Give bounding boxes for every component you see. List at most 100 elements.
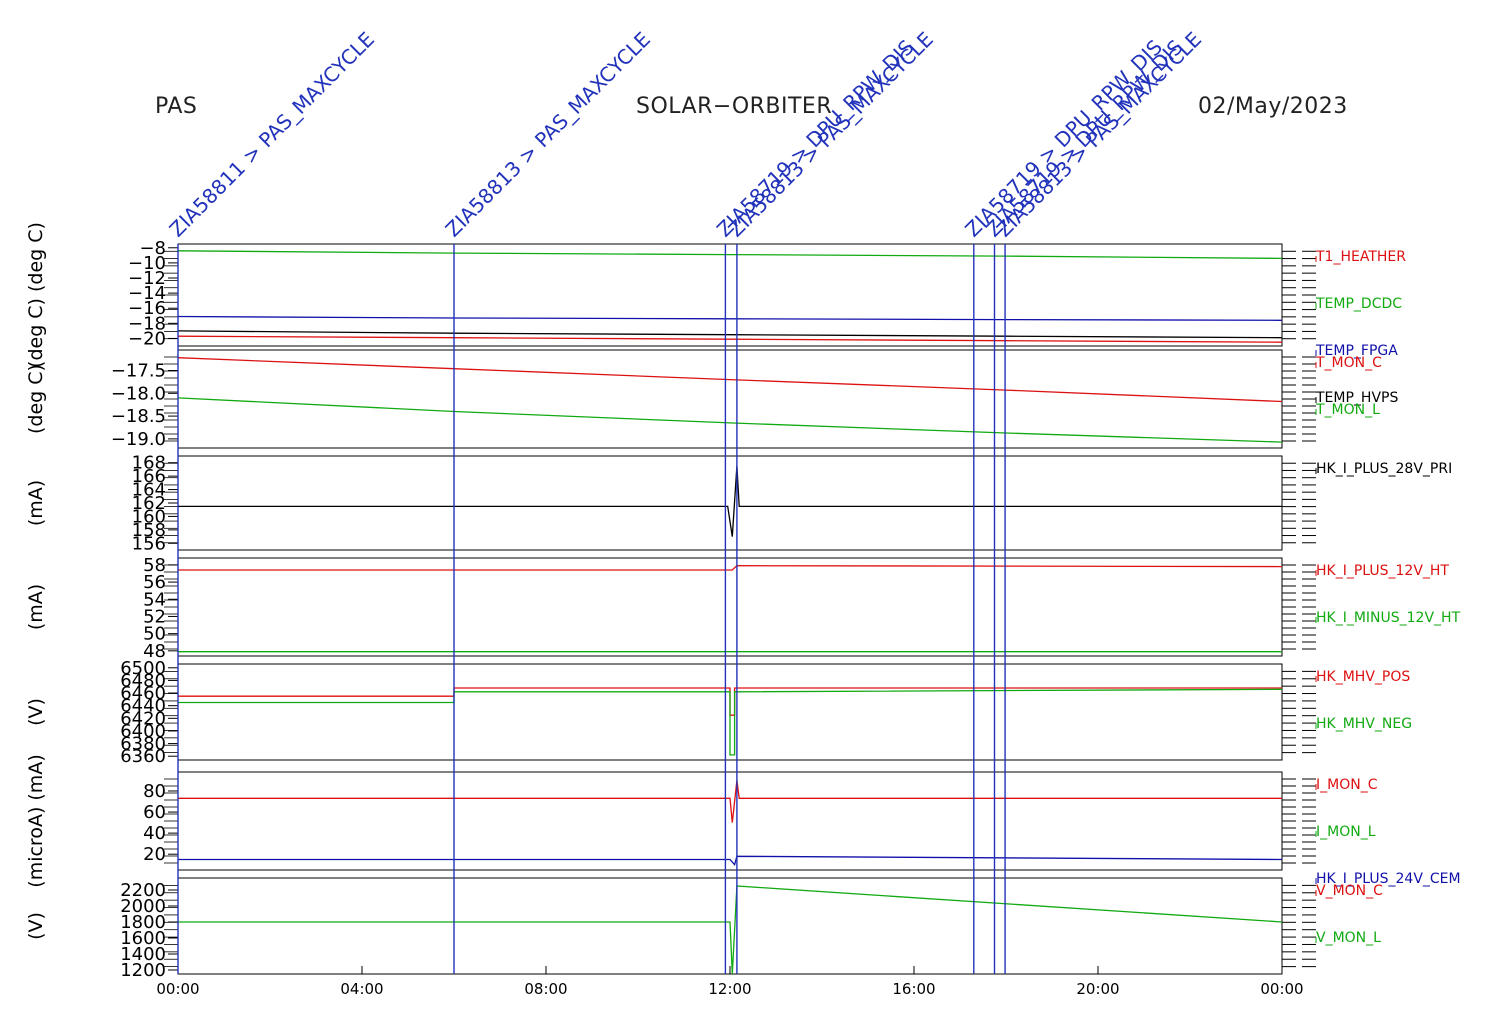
y-tick-label: 156 bbox=[132, 533, 166, 554]
panel-frame bbox=[177, 557, 1283, 657]
x-tick-label: 20:00 bbox=[1076, 980, 1119, 998]
y-tick-label: 52 bbox=[143, 606, 166, 627]
y-tick-label: 6380 bbox=[120, 734, 166, 755]
legend-label: T1_HEATHER bbox=[1315, 249, 1406, 265]
panel-2: −17.5−18.0−18.5−19.0 (deg C) T_MON_C T_MON_… bbox=[25, 349, 1382, 450]
legend-label: V_MON_C bbox=[1316, 883, 1383, 899]
x-tick-label: 16:00 bbox=[892, 980, 935, 998]
y-tick-label: 1200 bbox=[120, 960, 166, 981]
y-tick-label: 158 bbox=[132, 520, 166, 541]
y-tick-label: 6500 bbox=[120, 658, 166, 679]
legend-label: TEMP_HVPS bbox=[1315, 390, 1398, 406]
y-tick-label: 80 bbox=[143, 781, 166, 802]
y-tick-label: 164 bbox=[132, 480, 166, 501]
y-axis-label: (mA) bbox=[25, 584, 47, 630]
series-line bbox=[178, 855, 1283, 867]
y-tick-label: −19.0 bbox=[111, 429, 166, 450]
panel-frame bbox=[177, 243, 1283, 347]
command-marker-label: ZIA58719 > DPU_RPW_DIS bbox=[960, 35, 1167, 242]
panel-frame bbox=[177, 455, 1283, 551]
y-tick-label: 6360 bbox=[120, 746, 166, 767]
y-tick-label: −18.5 bbox=[111, 406, 166, 427]
y-tick-label: 50 bbox=[143, 624, 166, 645]
y-tick-label: −20 bbox=[128, 328, 166, 349]
y-tick-label: 56 bbox=[143, 572, 166, 593]
y-axis-label: (mA) bbox=[25, 480, 47, 526]
y-axis-label: (deg C) bbox=[25, 364, 47, 434]
legend-label: HK_I_PLUS_12V_HT bbox=[1316, 563, 1449, 579]
panel-frame bbox=[177, 771, 1283, 871]
series-line bbox=[178, 780, 1282, 823]
legend-label: HK_I_MINUS_12V_HT bbox=[1316, 610, 1461, 626]
y-tick-label: 166 bbox=[132, 466, 166, 487]
y-tick-label: 6400 bbox=[120, 721, 166, 742]
y-tick-label: −8 bbox=[139, 238, 166, 259]
command-marker-label: ZIA58811 > PAS_MAXCYCLE bbox=[165, 27, 379, 241]
y-tick-label: 162 bbox=[132, 493, 166, 514]
date-title: 02/May/2023 bbox=[1198, 94, 1348, 119]
y-tick-label: −12 bbox=[128, 268, 166, 289]
y-tick-label: 6460 bbox=[120, 683, 166, 704]
y-tick-label: 1600 bbox=[120, 928, 166, 949]
y-tick-label: −16 bbox=[128, 298, 166, 319]
x-tick-label: 12:00 bbox=[708, 980, 751, 998]
series-line bbox=[177, 250, 1283, 260]
y-tick-label: 1400 bbox=[120, 944, 166, 965]
y-axis-label: (microA) (mA) bbox=[25, 754, 47, 887]
y-tick-label: −18 bbox=[128, 313, 166, 334]
y-tick-label: −10 bbox=[128, 253, 166, 274]
legend-label: HK_MHV_POS bbox=[1316, 669, 1410, 685]
y-tick-label: 6480 bbox=[120, 670, 166, 691]
series-line bbox=[178, 885, 1283, 975]
y-tick-label: 160 bbox=[132, 506, 166, 527]
series-line bbox=[177, 315, 1283, 321]
y-tick-label: 54 bbox=[143, 589, 166, 610]
x-tick-label: 00:00 bbox=[156, 980, 199, 998]
y-tick-label: 40 bbox=[143, 823, 166, 844]
series-line bbox=[177, 330, 1283, 339]
series-line bbox=[178, 565, 1283, 571]
legend-label: T_MON_C bbox=[1315, 355, 1382, 371]
instrument-title: PAS bbox=[155, 94, 198, 119]
y-tick-label: 168 bbox=[132, 453, 166, 474]
x-tick-label: 00:00 bbox=[1260, 980, 1303, 998]
series-line bbox=[177, 397, 1283, 443]
y-axis-label: (V) bbox=[25, 698, 47, 726]
y-tick-label: −18.0 bbox=[111, 383, 166, 404]
series-line bbox=[178, 466, 1282, 537]
legend-label: T_MON_L bbox=[1315, 402, 1380, 418]
y-tick-label: 6420 bbox=[120, 708, 166, 729]
y-tick-label: 6440 bbox=[120, 696, 166, 717]
y-tick-label: 58 bbox=[143, 555, 166, 576]
series-line bbox=[178, 688, 1283, 756]
legend-label: HK_I_PLUS_24V_CEM bbox=[1316, 871, 1461, 887]
legend-label: V_MON_L bbox=[1316, 930, 1381, 946]
legend-label: HK_I_PLUS_28V_PRI bbox=[1316, 461, 1452, 477]
mission-title: SOLAR−ORBITER bbox=[636, 94, 833, 119]
y-tick-label: −14 bbox=[128, 283, 166, 304]
command-marker-label: ZIA58813 > PAS_MAXCYCLE bbox=[992, 27, 1206, 241]
y-tick-label: 60 bbox=[143, 802, 166, 823]
x-tick-label: 04:00 bbox=[340, 980, 383, 998]
legend-label: TEMP_DCDC bbox=[1315, 296, 1402, 312]
y-tick-label: 20 bbox=[143, 844, 166, 865]
legend-label: HK_MHV_NEG bbox=[1316, 716, 1412, 732]
y-tick-label: −17.5 bbox=[111, 361, 166, 382]
series-line bbox=[177, 357, 1283, 403]
y-tick-label: 2000 bbox=[120, 896, 166, 917]
panel-1: −8−10−12−14−16−18−20 (deg C) (deg C) T1_HE… bbox=[25, 222, 1406, 406]
legend-label: I_MON_L bbox=[1316, 824, 1376, 840]
y-axis-label: (deg C) (deg C) bbox=[25, 222, 47, 368]
command-marker-label: ZIA58813 > PAS_MAXCYCLE bbox=[441, 27, 655, 241]
y-axis-label: (V) bbox=[25, 912, 47, 940]
y-tick-label: 2200 bbox=[120, 880, 166, 901]
y-tick-label: 1800 bbox=[120, 912, 166, 933]
legend-label: TEMP_FPGA bbox=[1315, 343, 1398, 359]
legend-label: I_MON_C bbox=[1316, 777, 1378, 793]
command-marker-label: ZIA58813 > PAS_MAXCYCLE bbox=[723, 27, 937, 241]
